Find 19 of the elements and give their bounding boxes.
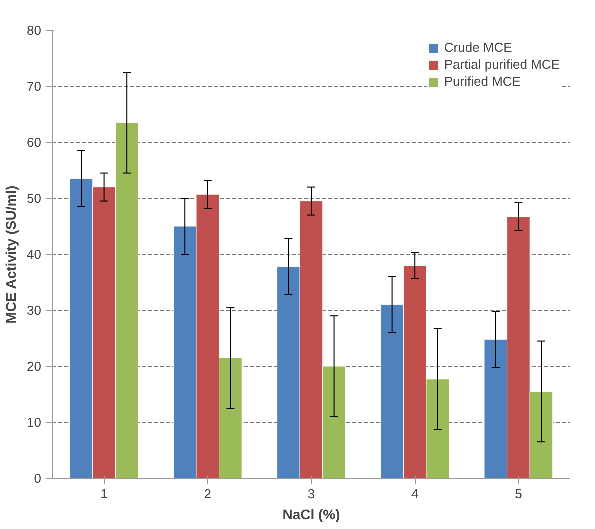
- legend-label: Crude MCE: [444, 40, 512, 55]
- y-tick-label: 40: [27, 247, 42, 262]
- y-tick-label: 20: [27, 359, 42, 374]
- legend-label: Purified MCE: [444, 74, 521, 89]
- y-axis-title: MCE Activity (SU/ml): [3, 186, 20, 324]
- x-tick-label: 4: [411, 486, 419, 502]
- x-tick-label: 2: [204, 486, 212, 502]
- x-tick-label: 5: [515, 486, 522, 502]
- y-tick-label: 80: [27, 23, 42, 38]
- y-tick-label: 70: [27, 79, 42, 94]
- legend-label: Partial purified MCE: [444, 57, 560, 72]
- y-tick-label: 30: [27, 303, 42, 318]
- x-tick-label: 1: [100, 486, 108, 502]
- y-tick-label: 10: [27, 415, 42, 430]
- x-axis-title: NaCl (%): [282, 506, 340, 522]
- x-tick-label: 3: [308, 486, 316, 502]
- y-tick-label: 0: [34, 471, 42, 486]
- y-tick-label: 60: [27, 135, 42, 150]
- y-tick-label: 50: [27, 191, 42, 206]
